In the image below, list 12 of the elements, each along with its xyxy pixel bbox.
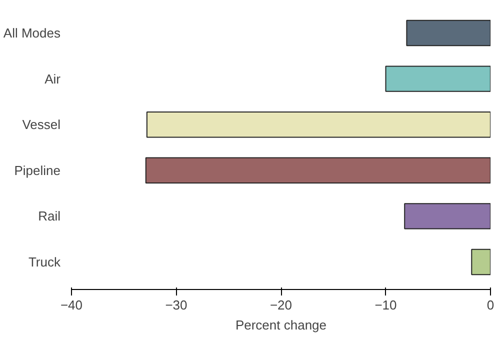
y-tick-label: Truck — [28, 254, 61, 270]
x-tick-label: −30 — [165, 298, 188, 312]
y-tick-label: Vessel — [22, 117, 61, 132]
y-tick-label: Pipeline — [14, 162, 61, 178]
x-tick-label: 0 — [486, 298, 494, 312]
x-tick-label: −10 — [374, 298, 397, 312]
x-tick-label: −40 — [60, 298, 83, 312]
x-axis-title: Percent change — [235, 318, 327, 332]
y-tick-label: Air — [44, 71, 62, 86]
x-tick-label: −20 — [270, 298, 292, 312]
y-tick-label: All Modes — [3, 25, 61, 40]
y-tick-label: Rail — [38, 208, 61, 224]
